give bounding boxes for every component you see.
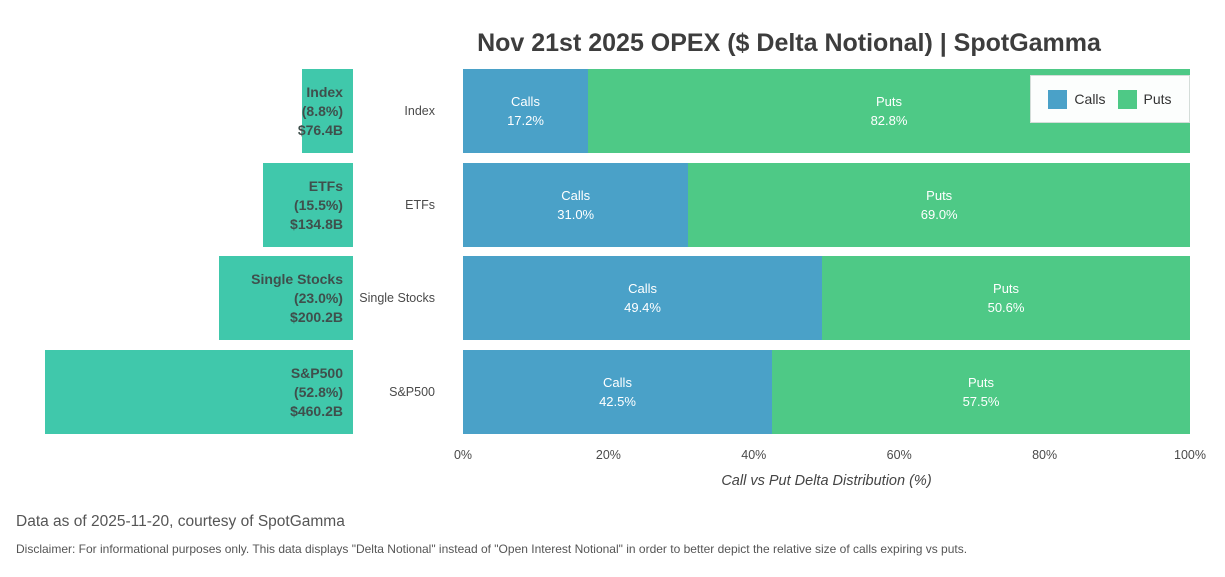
total-bar-name: ETFs xyxy=(308,177,343,194)
calls-segment-label: Calls xyxy=(603,375,632,390)
total-bar-name: Single Stocks xyxy=(251,270,343,287)
calls-segment-label: Calls xyxy=(628,281,657,296)
calls-segment-s-p500: Calls 42.5% xyxy=(463,350,772,434)
total-bar-single-stocks: Single Stocks (23.0%) $200.2B xyxy=(218,256,353,340)
puts-segment-s-p500: Puts 57.5% xyxy=(772,350,1190,434)
x-tick-20: 20% xyxy=(595,448,621,462)
x-tick-60: 60% xyxy=(886,448,912,462)
calls-segment-etfs: Calls 31.0% xyxy=(463,163,689,247)
legend-calls-label: Calls xyxy=(1074,91,1106,107)
puts-segment-label: Puts xyxy=(993,281,1020,296)
total-bar-share: (8.8%) xyxy=(301,102,343,119)
total-bar-share: (15.5%) xyxy=(293,196,343,213)
total-bar-index: Index (8.8%) $76.4B xyxy=(298,69,353,153)
puts-segment-label: Puts xyxy=(967,375,994,390)
total-bar-share: (52.8%) xyxy=(293,383,343,400)
legend: Calls Puts xyxy=(1030,75,1190,123)
total-bar-s-p500: S&P500 (52.8%) $460.2B xyxy=(45,350,353,434)
x-tick-40: 40% xyxy=(741,448,767,462)
puts-segment-value: 50.6% xyxy=(987,300,1025,315)
total-bar-notional: $76.4B xyxy=(297,121,343,138)
total-bar-notional: $134.8B xyxy=(290,215,343,232)
category-label-single-stocks: Single Stocks xyxy=(359,291,435,305)
legend-item-puts[interactable]: Puts xyxy=(1117,89,1172,109)
total-bar-notional: $200.2B xyxy=(290,308,343,325)
puts-segment-etfs: Puts 69.0% xyxy=(688,163,1190,247)
calls-segment-index: Calls 17.2% xyxy=(463,69,588,153)
x-tick-100: 100% xyxy=(1174,448,1206,462)
calls-segment-value: 17.2% xyxy=(507,113,544,128)
puts-segment-single-stocks: Puts 50.6% xyxy=(822,256,1190,340)
total-bar-name: S&P500 xyxy=(290,364,343,381)
calls-segment-value: 42.5% xyxy=(599,394,636,409)
calls-segment-value: 31.0% xyxy=(557,207,595,222)
calls-segment-label: Calls xyxy=(511,94,540,109)
total-bar-share: (23.0%) xyxy=(293,289,343,306)
total-bar-etfs: ETFs (15.5%) $134.8B xyxy=(262,163,353,247)
puts-segment-label: Puts xyxy=(875,94,902,109)
puts-segment-label: Puts xyxy=(926,188,953,203)
x-tick-0: 0% xyxy=(453,448,473,462)
calls-segment-single-stocks: Calls 49.4% xyxy=(463,256,823,340)
legend-item-calls[interactable]: Calls xyxy=(1048,89,1106,109)
category-label-index: Index xyxy=(404,104,435,118)
x-axis-title: Call vs Put Delta Distribution (%) xyxy=(721,473,932,489)
legend-puts-label: Puts xyxy=(1143,91,1172,107)
puts-segment-value: 57.5% xyxy=(962,394,1000,409)
disclaimer-note: Disclaimer: For informational purposes o… xyxy=(16,542,968,556)
puts-segment-value: 82.8% xyxy=(870,113,908,128)
data-as-of-note: Data as of 2025-11-20, courtesy of SpotG… xyxy=(16,513,345,530)
calls-swatch-icon xyxy=(1048,89,1068,109)
x-tick-80: 80% xyxy=(1032,448,1058,462)
puts-segment-value: 69.0% xyxy=(920,207,958,222)
puts-swatch-icon xyxy=(1117,89,1137,109)
chart-title: Nov 21st 2025 OPEX ($ Delta Notional) | … xyxy=(477,29,1101,57)
category-label-s-p500: S&P500 xyxy=(389,385,435,399)
total-bar-notional: $460.2B xyxy=(290,402,343,419)
calls-segment-label: Calls xyxy=(561,188,591,203)
category-label-etfs: ETFs xyxy=(405,198,435,212)
total-bar-name: Index xyxy=(306,83,343,100)
calls-segment-value: 49.4% xyxy=(624,300,661,315)
